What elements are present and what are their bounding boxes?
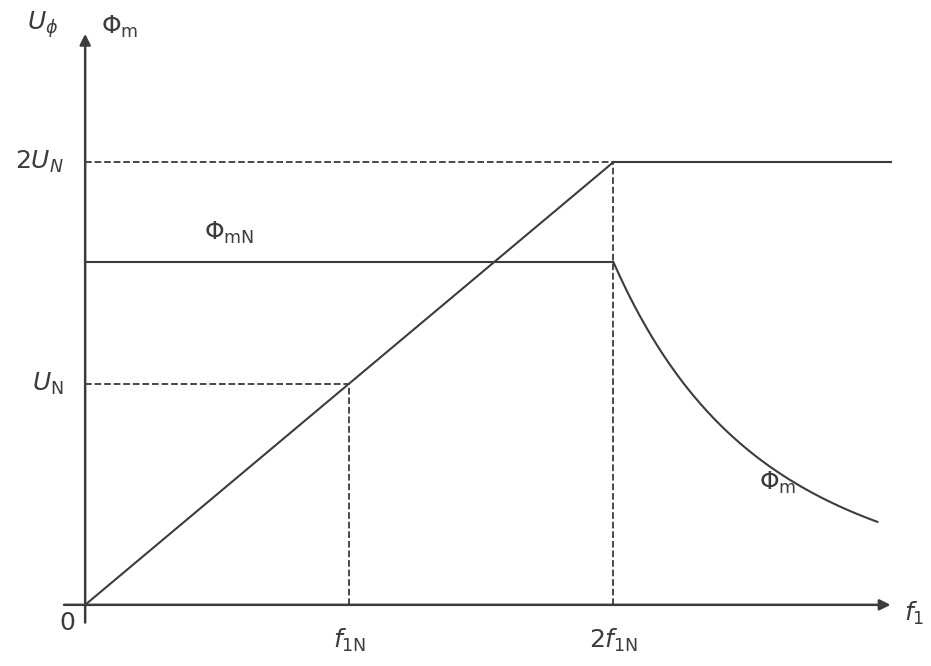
Text: $U_{\rm N}$: $U_{\rm N}$ [33,370,64,397]
Text: $\Phi_{\rm m}$: $\Phi_{\rm m}$ [759,470,796,496]
Text: $\Phi_{\rm m}$: $\Phi_{\rm m}$ [101,14,139,41]
Text: $f_1$: $f_1$ [904,600,924,627]
Text: $U_\phi$: $U_\phi$ [28,10,59,41]
Text: $2U_N$: $2U_N$ [15,149,64,175]
Text: $f_{\rm 1N}$: $f_{\rm 1N}$ [332,627,366,654]
Text: $\Phi_{\rm mN}$: $\Phi_{\rm mN}$ [204,220,254,246]
Text: $0$: $0$ [59,611,74,635]
Text: $2f_{\rm 1N}$: $2f_{\rm 1N}$ [588,627,638,654]
